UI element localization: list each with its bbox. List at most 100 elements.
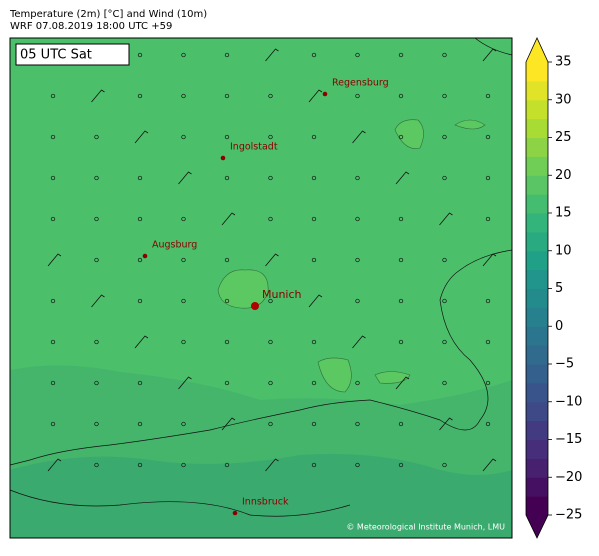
station — [181, 421, 186, 427]
station — [268, 175, 273, 181]
colorbar-tick-label: −5 — [555, 357, 574, 372]
colorbar-segment — [526, 175, 548, 195]
station — [224, 52, 230, 58]
station — [94, 462, 99, 468]
wind-barb — [134, 335, 149, 349]
city-dot — [220, 155, 226, 161]
time-label: 05 UTC Sat — [20, 48, 92, 63]
wind-barb — [265, 253, 279, 267]
station — [181, 52, 186, 58]
station — [224, 93, 230, 99]
wind-barb — [308, 89, 323, 103]
station — [181, 462, 186, 468]
station — [224, 298, 230, 304]
station — [224, 380, 230, 386]
wind-barb — [178, 171, 192, 185]
station — [181, 298, 186, 304]
station — [137, 421, 143, 427]
station — [137, 216, 143, 222]
station — [442, 298, 447, 304]
station — [94, 134, 99, 140]
station — [181, 93, 186, 99]
colorbar-tick-label: −20 — [555, 470, 582, 485]
station — [398, 298, 404, 304]
station — [137, 52, 143, 58]
station — [355, 257, 360, 263]
station — [268, 134, 273, 140]
station — [311, 257, 317, 263]
station — [224, 175, 230, 181]
station — [485, 134, 491, 140]
station — [50, 175, 56, 181]
station — [355, 52, 360, 58]
station — [224, 257, 230, 263]
station — [398, 93, 404, 99]
city-dot — [251, 302, 259, 310]
station — [485, 93, 491, 99]
wind-barb — [178, 376, 192, 390]
time-box — [15, 43, 130, 66]
station — [355, 93, 360, 99]
station — [442, 93, 447, 99]
colorbar-segment — [526, 99, 548, 120]
station — [137, 298, 143, 304]
station — [137, 462, 143, 468]
wind-barb — [134, 130, 149, 144]
colorbar-tick-label: 5 — [555, 281, 563, 296]
station — [398, 462, 404, 468]
city-label: Augsburg — [152, 240, 197, 251]
colorbar-tick-label: 35 — [555, 55, 572, 70]
colorbar-segment — [526, 382, 548, 403]
colorbar-segment — [526, 345, 548, 365]
station — [311, 421, 317, 427]
station — [181, 134, 186, 140]
station — [94, 421, 99, 427]
colorbar-segment — [526, 80, 548, 101]
colorbar-segment — [526, 307, 548, 327]
colorbar-segment — [526, 420, 548, 440]
station — [94, 216, 99, 222]
station — [485, 421, 491, 427]
wind-barb — [439, 417, 453, 431]
colorbar-segment — [526, 62, 548, 82]
station — [268, 298, 273, 304]
station — [398, 134, 404, 140]
station — [94, 175, 99, 181]
warm-area — [217, 269, 269, 309]
colorbar-arrow — [526, 38, 548, 62]
wind-barb — [482, 458, 497, 472]
station — [50, 216, 56, 222]
station — [442, 380, 447, 386]
copyright: © Meteorological Institute Munich, LMU — [346, 523, 505, 532]
wind-barb — [91, 89, 105, 103]
border — [9, 489, 351, 517]
station — [181, 339, 186, 345]
station — [442, 134, 447, 140]
station — [442, 257, 447, 263]
colorbar-segment — [526, 156, 548, 176]
colorbar-tick-label: −10 — [555, 394, 582, 409]
station — [94, 339, 99, 345]
station — [137, 93, 143, 99]
station — [442, 52, 447, 58]
station — [398, 216, 404, 222]
station — [50, 339, 56, 345]
station — [50, 380, 56, 386]
colorbar-segment — [526, 194, 548, 214]
station — [311, 216, 317, 222]
station — [355, 380, 360, 386]
station — [311, 339, 317, 345]
colorbar-segment — [526, 439, 548, 459]
city-label: Ingolstadt — [230, 142, 278, 153]
city-label: Regensburg — [332, 78, 389, 89]
colorbar-segment — [526, 118, 548, 138]
city-dot — [232, 510, 238, 516]
station — [398, 257, 404, 263]
station — [137, 380, 143, 386]
colorbar-segment — [526, 288, 548, 308]
border — [9, 249, 513, 466]
colorbar-tick-label: −25 — [555, 508, 582, 523]
station — [442, 175, 447, 181]
colorbar-arrow — [526, 515, 548, 538]
colorbar-tick-label: 25 — [555, 130, 572, 145]
